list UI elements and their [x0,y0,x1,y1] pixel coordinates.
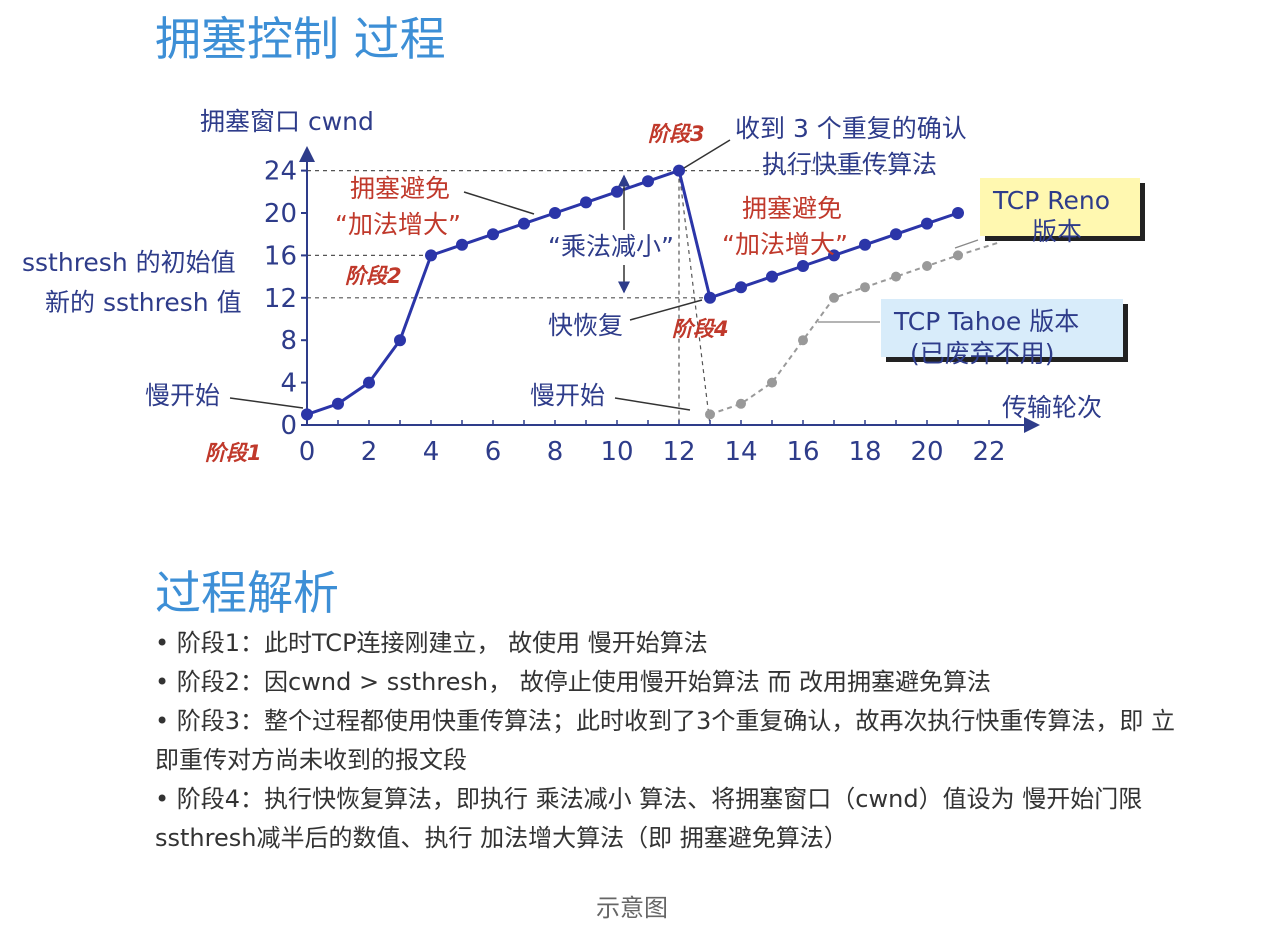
x-tick-label: 22 [972,437,1005,467]
reno-point [425,249,437,262]
y-tick-label: 0 [280,411,297,441]
ssthresh-new-label: 新的 ssthresh 值 [45,288,242,317]
reno-point [859,238,871,251]
stage2-label: 阶段2 [345,264,402,288]
dup-ack-pointer [683,139,731,169]
series-group [301,164,999,421]
fast-recovery-label: 快恢复 [548,311,623,340]
y-tick-label: 24 [264,157,297,187]
ca-label-1-line2: “加法增大” [335,210,461,239]
page-title: 拥塞控制 过程 [155,12,446,66]
tahoe-box [881,299,1123,357]
reno-point [952,207,964,219]
tahoe-point [891,271,901,282]
tahoe-point [705,409,715,420]
tahoe-tail [957,241,999,257]
reno-point [456,238,468,251]
section-title: 过程解析 [155,566,339,620]
x-tick-label: 2 [361,437,378,467]
tahoe-point [860,282,870,293]
reno-point [580,196,592,209]
explanation-stage2: • 阶段2：因cwnd > ssthresh， 故停止使用慢开始算法 而 改用拥… [155,668,992,696]
y-tick-label: 16 [264,241,297,271]
x-tick-label: 18 [848,437,881,467]
y-tick-label: 20 [264,199,297,229]
reno-point [518,217,530,230]
explanation-stage4: • 阶段4：执行快恢复算法，即执行 乘法减小 算法、将拥塞窗口（cwnd）值设为… [155,785,1143,852]
reno-line [306,168,959,416]
reno-label: TCP Reno [992,186,1110,215]
slow-start-label-1: 慢开始 [145,381,220,410]
stage1-label: 阶段1 [205,441,262,465]
y-axis-title: 拥塞窗口 cwnd [200,107,374,136]
reno-point [766,270,778,283]
reno-point [828,249,840,262]
tahoe-point [953,250,963,261]
reno-point [394,334,406,347]
x-tick-label: 12 [662,437,695,467]
tahoe-point [736,398,746,409]
ca-label-2-line2: “加法增大” [722,230,848,259]
reno-point [487,228,499,241]
reno-point [332,397,344,410]
y-tick-label: 8 [280,326,297,356]
slow-start-pointer-1 [229,397,304,409]
reno-point [673,164,685,177]
dup-ack-line2: 执行快重传算法 [762,150,937,179]
fast-recovery-pointer [629,299,703,321]
x-tick-label: 6 [485,437,502,467]
slow-start-pointer-2 [614,397,691,411]
mult-dec-label: “乘法减小” [548,232,674,261]
stage3-label: 阶段3 [648,122,705,146]
x-tick-label: 14 [724,437,757,467]
tahoe-point [829,292,839,303]
tahoe-point [922,261,932,271]
explanation-stage3: • 阶段3：整个过程都使用快重传算法；此时收到了3个重复确认，故再次执行快重传算… [155,707,1175,774]
explanation-stage1: • 阶段1：此时TCP连接刚建立， 故使用 慢开始算法 [155,629,708,657]
tahoe-point [798,335,808,346]
reno-point [363,376,375,389]
x-tick-label: 0 [299,437,316,467]
reno-pointer [954,239,979,249]
tahoe-label: TCP Tahoe 版本 [893,307,1079,336]
x-tick-label: 8 [547,437,564,467]
tahoe-point [767,377,777,388]
reno-point [549,207,561,219]
ref-drop-line [678,170,711,426]
figure-caption: 示意图 [596,894,668,922]
x-tick-label: 20 [910,437,943,467]
reno-point [704,291,716,304]
reno-point [921,217,933,230]
tahoe-label-2: (已废弃不用) [910,339,1055,368]
dup-ack-line1: 收到 3 个重复的确认 [735,114,967,143]
reno-point [735,281,747,294]
slow-start-label-2: 慢开始 [530,381,605,410]
ssthresh-initial-label: ssthresh 的初始值 [22,248,236,277]
reno-point [890,228,902,241]
reno-box [980,178,1140,236]
x-tick-label: 16 [786,437,819,467]
reno-point [642,175,654,188]
ca-label-2-line1: 拥塞避免 [742,194,842,223]
y-tick-label: 12 [264,284,297,314]
explanation-list: • 阶段1：此时TCP连接刚建立， 故使用 慢开始算法 • 阶段2：因cwnd … [155,624,1195,858]
stage4-label: 阶段4 [672,317,729,341]
ca-label-1-line1: 拥塞避免 [350,174,450,203]
x-tick-label: 4 [423,437,440,467]
reno-point [797,260,809,272]
x-tick-label: 10 [600,437,633,467]
reno-label-2: 版本 [1032,217,1082,246]
x-axis-title: 传输轮次 [1002,393,1102,422]
reference-lines [307,170,927,426]
reno-point [301,408,313,421]
ca-pointer-1 [463,191,535,215]
y-tick-label: 4 [280,369,297,399]
reno-point [611,185,623,198]
